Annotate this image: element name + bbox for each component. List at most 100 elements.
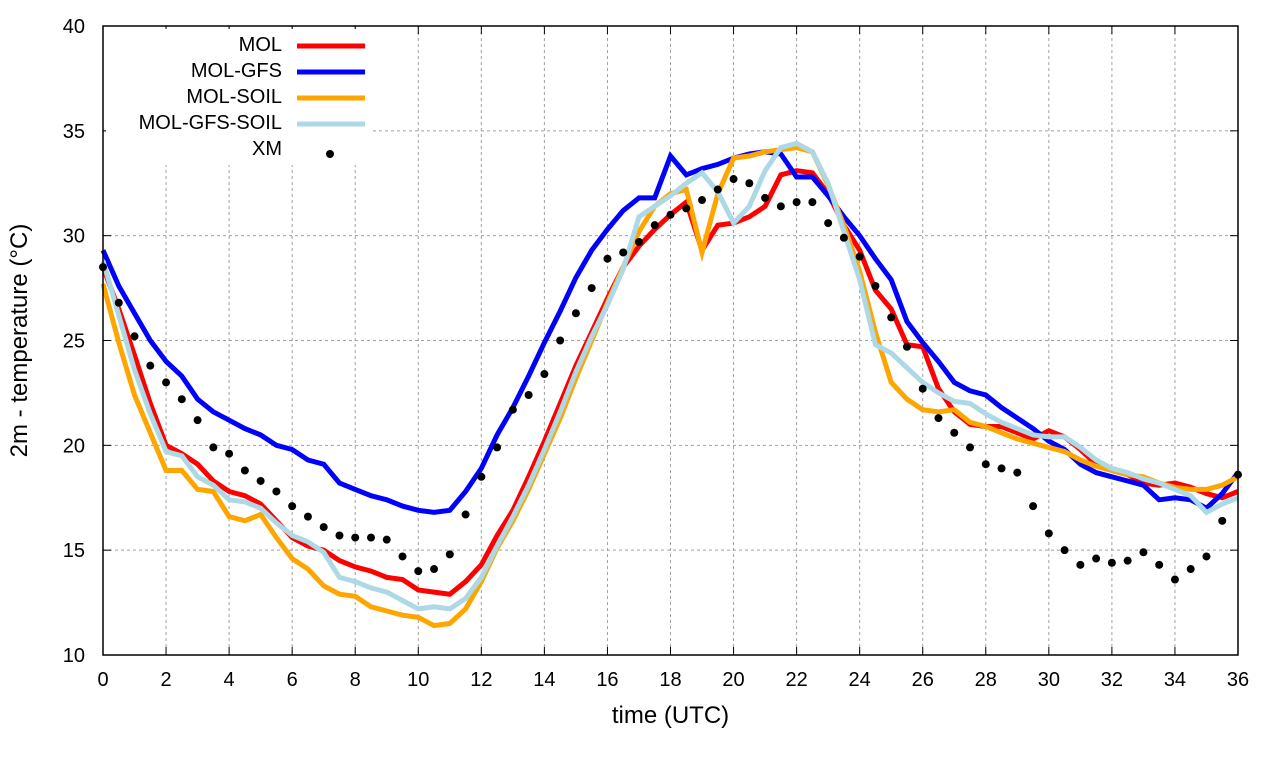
legend-label: MOL-SOIL — [186, 86, 282, 108]
data-point — [1202, 552, 1211, 561]
data-point — [240, 466, 249, 475]
legend-swatch — [326, 150, 334, 158]
legend-label: MOL-GFS-SOIL — [139, 112, 282, 134]
x-tick-label: 14 — [533, 669, 555, 691]
y-tick-label: 15 — [63, 540, 85, 562]
data-point — [682, 204, 691, 213]
legend-label: MOL — [239, 34, 282, 56]
x-tick-label: 28 — [975, 669, 997, 691]
data-point — [745, 179, 754, 188]
data-point — [713, 185, 722, 194]
data-point — [288, 502, 297, 511]
data-point — [1139, 548, 1148, 557]
data-point — [666, 210, 675, 219]
data-point — [303, 512, 312, 521]
data-point — [414, 567, 423, 576]
data-point — [382, 535, 391, 544]
y-tick-label: 25 — [63, 331, 85, 353]
data-point — [556, 336, 565, 345]
data-point — [808, 198, 817, 207]
x-tick-label: 36 — [1227, 669, 1249, 691]
data-point — [508, 405, 517, 414]
data-point — [871, 281, 880, 290]
data-point — [902, 342, 911, 351]
series-line — [100, 149, 1240, 515]
data-point — [792, 198, 801, 207]
data-point — [981, 460, 990, 469]
x-axis-title: time (UTC) — [612, 702, 729, 729]
data-point — [1186, 565, 1195, 574]
data-point — [445, 550, 454, 559]
data-point — [761, 193, 770, 202]
y-tick-label: 40 — [63, 16, 85, 38]
y-axis-title: 2m - temperature (°C) — [6, 224, 33, 458]
data-point — [209, 443, 218, 452]
data-point — [540, 370, 549, 379]
data-point — [966, 443, 975, 452]
data-point — [1076, 560, 1085, 569]
series-xm — [99, 175, 1242, 584]
x-tick-label: 34 — [1164, 669, 1186, 691]
data-point — [634, 237, 643, 246]
data-point — [1029, 502, 1038, 511]
data-point — [114, 298, 123, 307]
data-point — [776, 202, 785, 211]
data-point — [146, 361, 155, 370]
data-point — [650, 221, 659, 230]
legend-label: MOL-GFS — [191, 60, 282, 82]
data-point — [619, 248, 628, 257]
x-tick-label: 8 — [350, 669, 361, 691]
data-point — [839, 233, 848, 242]
data-point — [524, 391, 533, 400]
data-point — [997, 464, 1006, 473]
data-point — [1107, 558, 1116, 567]
data-point — [698, 196, 707, 205]
data-point — [130, 332, 139, 341]
data-point — [603, 254, 612, 263]
x-tick-label: 32 — [1101, 669, 1123, 691]
data-point — [477, 472, 486, 481]
data-point — [351, 533, 360, 542]
data-point — [887, 313, 896, 322]
x-tick-label: 20 — [722, 669, 744, 691]
x-tick-label: 6 — [287, 669, 298, 691]
data-point — [729, 175, 738, 184]
series-layer — [99, 140, 1242, 629]
data-point — [430, 565, 439, 574]
data-point — [1092, 554, 1101, 563]
data-point — [1218, 516, 1227, 525]
x-tick-label: 24 — [849, 669, 871, 691]
data-point — [1155, 560, 1164, 569]
y-tick-label: 20 — [63, 435, 85, 457]
data-point — [918, 384, 927, 393]
x-tick-label: 4 — [224, 669, 235, 691]
x-tick-label: 18 — [659, 669, 681, 691]
data-point — [934, 414, 943, 423]
series-mol-gfs-soil — [100, 140, 1239, 612]
series-line — [100, 140, 1239, 612]
x-tick-label: 22 — [785, 669, 807, 691]
x-tick-label: 16 — [596, 669, 618, 691]
data-point — [855, 252, 864, 261]
data-point — [319, 523, 328, 532]
data-point — [272, 487, 281, 496]
data-point — [1170, 575, 1179, 584]
x-tick-label: 0 — [97, 669, 108, 691]
data-point — [1013, 468, 1022, 477]
data-point — [461, 510, 470, 519]
axis-ticks: 0 2 4 6 8 10 12 14 16 18 20 22 24 26 28 30 32 34 361015202… — [63, 16, 1249, 691]
series-mol-gfs — [100, 149, 1240, 515]
legend: MOL MOL-GFS MOL-SOIL MOL-GFS-SOIL XM — [106, 29, 372, 165]
y-tick-label: 10 — [63, 645, 85, 667]
data-point — [1123, 556, 1132, 565]
data-point — [950, 428, 959, 437]
data-point — [256, 476, 265, 485]
data-point — [1044, 529, 1053, 538]
x-tick-label: 30 — [1038, 669, 1060, 691]
data-point — [177, 395, 186, 404]
data-point — [335, 531, 344, 540]
data-point — [193, 416, 202, 425]
data-point — [824, 219, 833, 228]
data-point — [1060, 546, 1069, 555]
